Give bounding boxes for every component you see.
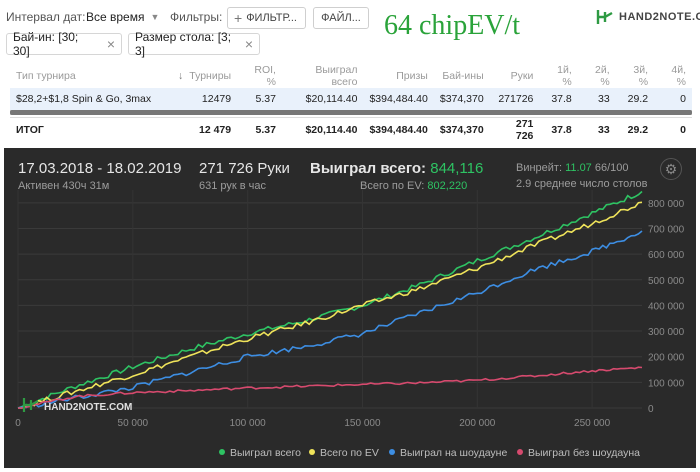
chip-table-size-label: Размер стола: [3; 3] [135,30,232,58]
horizontal-scrollbar[interactable] [10,110,692,115]
col-header-prizes[interactable]: Призы [396,70,428,82]
chip-buyin-label: Бай-ин: [30; 30] [13,30,79,58]
col-header-tournaments[interactable]: ↓ Турниры [172,64,237,88]
date-interval-label: Интервал дат: [6,10,86,24]
filter-button-label: ФИЛЬТР... [246,12,297,24]
chip-table-size[interactable]: Размер стола: [3; 3] × [128,30,260,58]
chevron-down-icon: ▼ [150,12,160,22]
total-place3: 29.2 [615,117,655,142]
won-total-label: Выиграл всего: [310,160,427,177]
filters-label: Фильтры: [170,10,223,24]
cell-roi: 5.37 [237,88,282,110]
total-place2: 33 [577,117,616,142]
col-header-place4[interactable]: 4й, % [671,64,686,88]
ev-total: Всего по EV: 802,220 [360,180,467,192]
cell-place4: 0 [654,88,692,110]
won-total: Выиграл всего: 844,116 [310,160,483,177]
cell-tournament-type: $28,2+$1,8 Spin & Go, 3max [10,88,172,110]
total-prizes: $394,484.40 [363,117,434,142]
scrollbar-thumb[interactable] [10,110,692,115]
cell-buyins: $374,370 [433,88,490,110]
table-header: Тип турнира ↓ Турниры ROI, % Выиграл всег… [10,64,692,88]
total-label: ИТОГ [10,117,172,142]
logo-text: HAND2NOTE.COM [619,11,700,23]
date-interval-value: Все время [86,10,145,24]
overlay-caption: 64 chipEV/t [384,10,521,41]
col-header-place3[interactable]: 3й, % [633,64,649,88]
winrate-label: Винрейт: [516,162,563,174]
total-place1: 37.8 [539,117,578,142]
won-total-value: 844,116 [430,160,484,177]
table-row[interactable]: $28,2+$1,8 Spin & Go, 3max 12479 5.37 $2… [10,88,692,110]
total-won: $20,114.40 [281,117,364,142]
top-toolbar: Интервал дат: Все время ▼ Фильтры: + ФИЛ… [0,0,700,60]
hands-count: 271 726 Руки [199,160,290,177]
total-hands: 271 726 [489,117,540,142]
cell-hands: 271726 [489,88,540,110]
date-range: 17.03.2018 - 18.02.2019 [18,160,182,177]
col-header-place2[interactable]: 2й, % [595,64,610,88]
logo-icon [596,10,613,24]
col-header-tournaments-label: Турниры [189,70,232,82]
gear-icon[interactable]: ⚙ [660,158,682,180]
cell-place1: 37.8 [539,88,578,110]
total-roi: 5.37 [237,117,282,142]
chip-buyin[interactable]: Бай-ин: [30; 30] × [6,30,122,58]
close-icon[interactable]: × [244,36,253,52]
plus-icon: + [234,10,243,26]
col-header-hands[interactable]: Руки [510,70,534,82]
col-header-tournament-type[interactable]: Тип турнира [16,70,76,82]
total-tournaments: 12 479 [172,117,238,142]
sort-desc-icon: ↓ [178,70,184,82]
total-row: ИТОГ 12 479 5.37 $20,114.40 $394,484.40 … [10,117,692,142]
col-header-roi[interactable]: ROI, % [254,64,276,88]
close-icon[interactable]: × [106,36,115,52]
cell-prizes: $394,484.40 [363,88,434,110]
filter-button[interactable]: + ФИЛЬТР... [227,7,306,29]
total-place4: 0 [654,117,692,142]
ev-label: Всего по EV: [360,180,425,192]
cell-won-total: $20,114.40 [281,88,364,110]
cell-tournaments: 12479 [172,88,238,110]
col-header-place1[interactable]: 1й, % [557,64,572,88]
winrate-rest: 66/100 [594,162,629,174]
col-header-buyins[interactable]: Бай-ины [442,70,484,82]
results-table: Тип турнира ↓ Турниры ROI, % Выиграл всег… [10,64,692,142]
winrate: Винрейт: 11.07 66/100 [516,162,629,174]
hands-per-hour: 631 рук в час [199,180,267,192]
stats-panel [4,148,696,468]
ev-value: 802,220 [427,180,468,192]
winrate-value: 11.07 [565,162,592,174]
file-button-label: ФАЙЛ... [321,12,361,24]
date-interval-select[interactable]: Все время ▼ [86,10,159,24]
col-header-won-total[interactable]: Выиграл всего [315,64,358,88]
logo: HAND2NOTE.COM [596,8,700,26]
total-buyins: $374,370 [433,117,490,142]
cell-place2: 33 [577,88,616,110]
cell-place3: 29.2 [615,88,655,110]
file-button[interactable]: ФАЙЛ... [313,7,369,29]
avg-tables: 2.9 среднее число столов [516,178,648,190]
active-time: Активен 430ч 31м [18,180,110,192]
